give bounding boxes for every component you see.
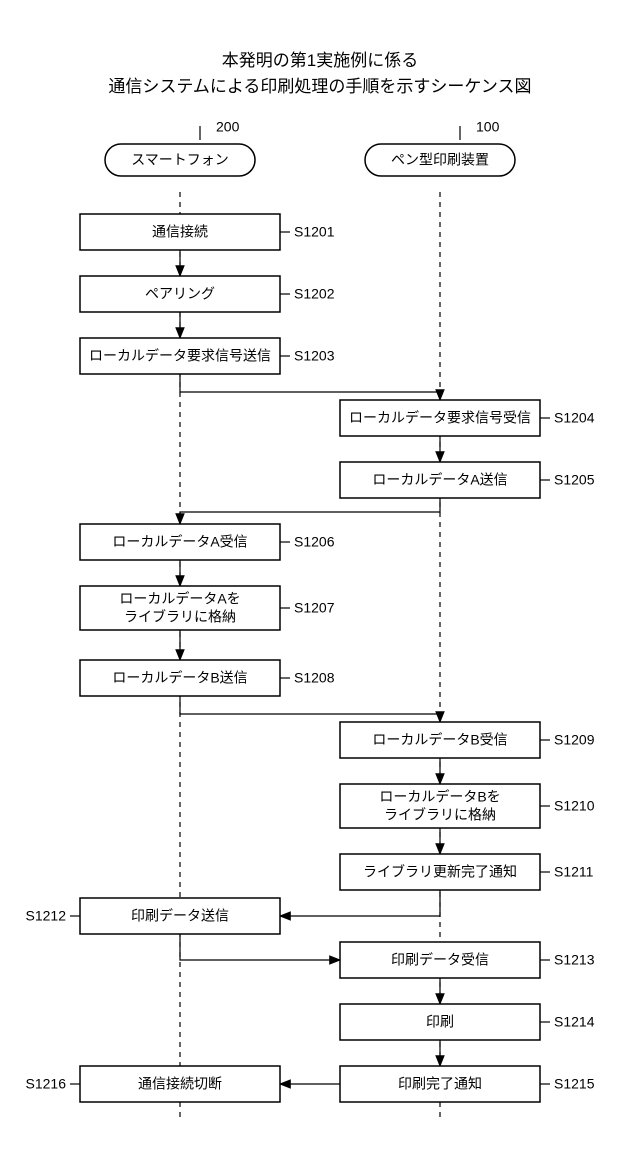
step-label: ペアリング xyxy=(145,286,215,302)
step-ref: S1207 xyxy=(294,600,335,616)
step-label: 通信接続切断 xyxy=(138,1076,222,1092)
step-label: 印刷 xyxy=(426,1014,454,1030)
actor-ref: 200 xyxy=(216,119,240,135)
step-ref: S1211 xyxy=(554,864,594,880)
actor-label: ペン型印刷装置 xyxy=(391,152,489,168)
step-ref: S1202 xyxy=(294,286,335,302)
diagram-title-line: 通信システムによる印刷処理の手順を示すシーケンス図 xyxy=(108,77,531,96)
step-label: ライブラリに格納 xyxy=(384,807,496,823)
step-ref: S1205 xyxy=(554,472,595,488)
step-label: 印刷データ送信 xyxy=(131,908,229,924)
step-ref: S1216 xyxy=(26,1076,67,1092)
flow-arrow xyxy=(180,374,440,400)
step-ref: S1215 xyxy=(554,1076,595,1092)
step-ref: S1212 xyxy=(26,908,67,924)
step-ref: S1213 xyxy=(554,952,595,968)
step-label: 印刷データ受信 xyxy=(391,952,489,968)
step-label: 通信接続 xyxy=(152,224,208,240)
step-ref: S1204 xyxy=(554,410,595,426)
step-label: ローカルデータ要求信号受信 xyxy=(349,410,531,426)
actor-ref: 100 xyxy=(476,119,500,135)
step-ref: S1214 xyxy=(554,1014,595,1030)
flow-arrow xyxy=(180,498,440,524)
step-ref: S1209 xyxy=(554,732,595,748)
step-label: 印刷完了通知 xyxy=(398,1076,482,1092)
step-label: ライブラリ更新完了通知 xyxy=(363,864,517,880)
diagram-title-line: 本発明の第1実施例に係る xyxy=(222,51,418,70)
step-label: ローカルデータAを xyxy=(119,591,240,607)
step-label: ローカルデータA受信 xyxy=(112,534,247,550)
flow-arrow xyxy=(180,696,440,722)
step-label: ローカルデータA送信 xyxy=(372,472,507,488)
flow-arrow xyxy=(180,934,340,960)
step-label: ライブラリに格納 xyxy=(124,609,236,625)
step-label: ローカルデータBを xyxy=(379,789,500,805)
step-label: ローカルデータ要求信号送信 xyxy=(89,348,271,364)
flow-arrow xyxy=(280,890,440,916)
sequence-diagram: 本発明の第1実施例に係る通信システムによる印刷処理の手順を示すシーケンス図 200… xyxy=(0,0,640,1166)
step-ref: S1206 xyxy=(294,534,335,550)
step-label: ローカルデータB送信 xyxy=(112,670,247,686)
actor-label: スマートフォン xyxy=(131,152,229,168)
step-label: ローカルデータB受信 xyxy=(372,732,507,748)
step-ref: S1210 xyxy=(554,798,595,814)
step-ref: S1203 xyxy=(294,348,335,364)
step-ref: S1201 xyxy=(294,224,335,240)
step-ref: S1208 xyxy=(294,670,335,686)
